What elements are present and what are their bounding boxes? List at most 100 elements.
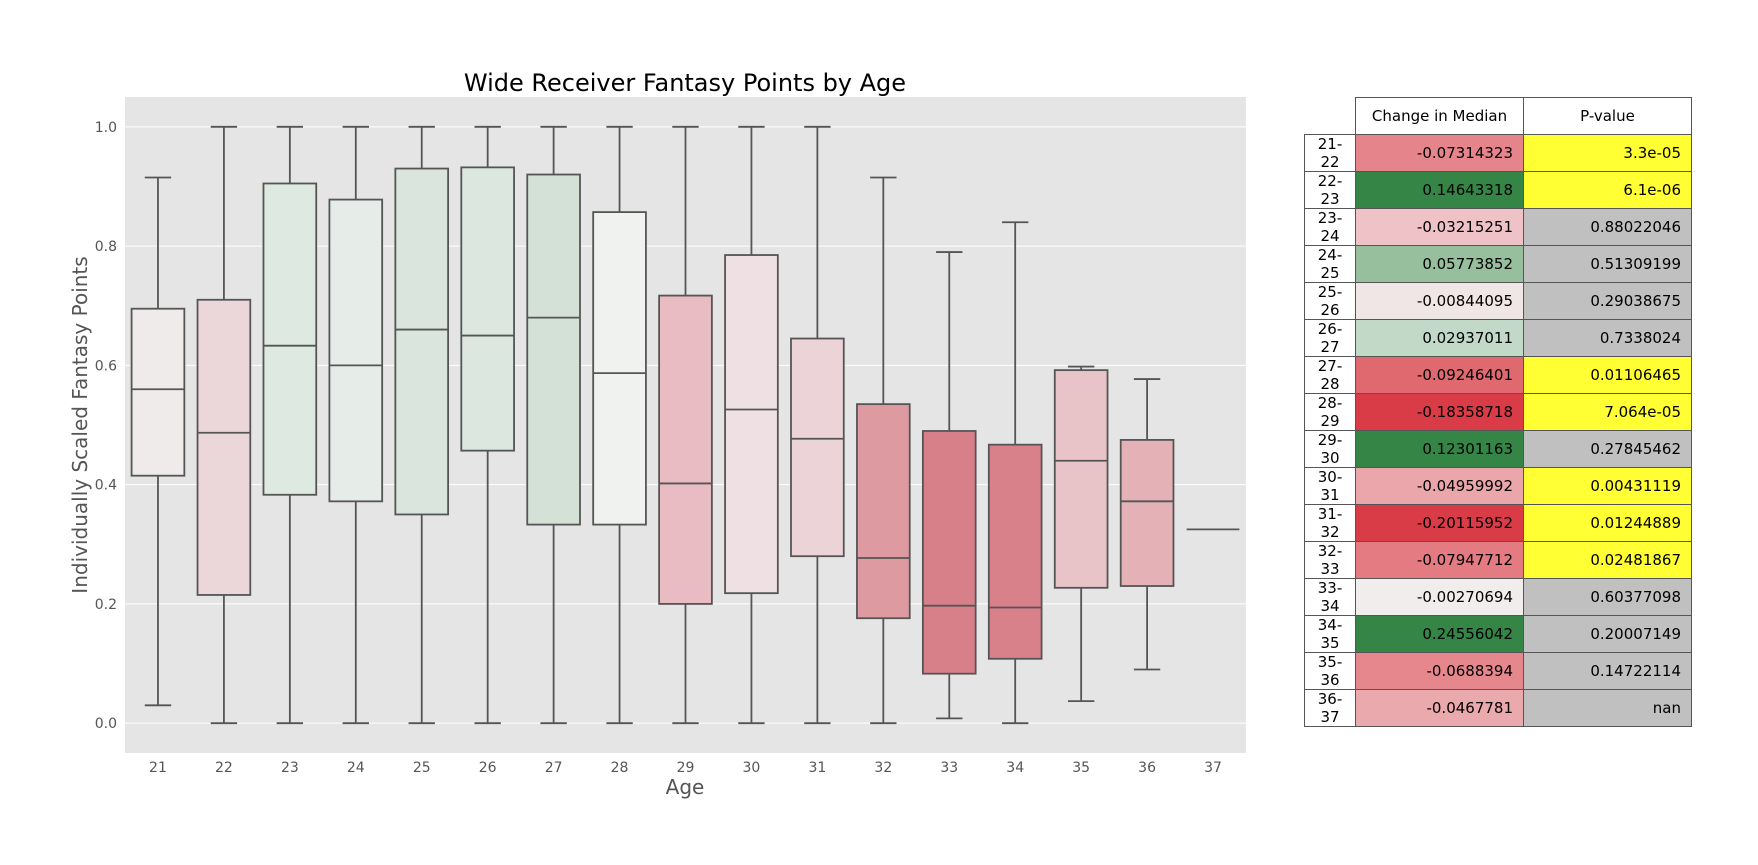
table-row: 23-24 -0.03215251 0.88022046 [1304, 208, 1692, 246]
box-26 [460, 125, 515, 725]
x-tick-label: 35 [1072, 760, 1090, 776]
p-value-cell: 0.02481867 [1523, 541, 1692, 579]
row-label: 26-27 [1304, 319, 1356, 357]
x-tick-label: 23 [281, 760, 299, 776]
p-value-cell: 0.20007149 [1523, 615, 1692, 653]
median-change-table: Change in Median P-value 21-22 -0.0731432… [1304, 97, 1692, 727]
y-axis-label: Individually Scaled Fantasy Points [68, 256, 92, 593]
change-in-median-cell: -0.09246401 [1355, 356, 1524, 394]
box-25 [394, 125, 450, 725]
row-label: 36-37 [1304, 689, 1356, 727]
iqr-box [460, 166, 515, 452]
box-24 [328, 125, 384, 725]
y-tick-label: 0.8 [95, 239, 117, 255]
iqr-box [790, 337, 845, 558]
p-value-cell: 0.14722114 [1523, 652, 1692, 690]
x-tick-label: 37 [1204, 760, 1222, 776]
y-tick-label: 0.4 [95, 478, 117, 494]
p-value-cell: nan [1523, 689, 1692, 727]
table-row: 30-31 -0.04959992 0.00431119 [1304, 467, 1692, 505]
table-row: 29-30 0.12301163 0.27845462 [1304, 430, 1692, 468]
iqr-box [196, 298, 252, 596]
row-label: 33-34 [1304, 578, 1356, 616]
row-label: 22-23 [1304, 171, 1356, 209]
box-34 [987, 221, 1043, 725]
table-row: 34-35 0.24556042 0.20007149 [1304, 615, 1692, 653]
y-tick-label: 0.0 [95, 716, 117, 732]
x-tick-label: 29 [677, 760, 695, 776]
p-value-cell: 0.88022046 [1523, 208, 1692, 246]
y-tick-label: 0.6 [95, 358, 117, 374]
x-tick-label: 27 [545, 760, 563, 776]
box-29 [658, 125, 713, 725]
x-tick-label: 26 [479, 760, 497, 776]
change-in-median-cell: -0.00844095 [1355, 282, 1524, 320]
row-label: 30-31 [1304, 467, 1356, 505]
box-22 [196, 125, 252, 725]
change-in-median-cell: 0.24556042 [1355, 615, 1524, 653]
row-label: 24-25 [1304, 245, 1356, 283]
box-33 [921, 251, 977, 720]
table-row: 24-25 0.05773852 0.51309199 [1304, 245, 1692, 283]
column-header-pvalue: P-value [1523, 97, 1692, 135]
box-21 [130, 176, 186, 707]
chart-title: Wide Receiver Fantasy Points by Age [464, 69, 906, 97]
x-tick-label: 24 [347, 760, 365, 776]
iqr-box [394, 167, 450, 516]
x-axis-label: Age [666, 775, 705, 799]
row-label: 23-24 [1304, 208, 1356, 246]
iqr-box [724, 254, 779, 595]
box-23 [262, 125, 318, 725]
box-31 [790, 125, 845, 725]
table-row: 35-36 -0.0688394 0.14722114 [1304, 652, 1692, 690]
change-in-median-cell: 0.02937011 [1355, 319, 1524, 357]
p-value-cell: 0.01244889 [1523, 504, 1692, 542]
table-row: 22-23 0.14643318 6.1e-06 [1304, 171, 1692, 209]
p-value-cell: 0.7338024 [1523, 319, 1692, 357]
table-row: 32-33 -0.07947712 0.02481867 [1304, 541, 1692, 579]
row-label: 27-28 [1304, 356, 1356, 394]
x-tick-label: 31 [808, 760, 826, 776]
iqr-box [921, 430, 977, 675]
table-row: 31-32 -0.20115952 0.01244889 [1304, 504, 1692, 542]
iqr-box [658, 294, 713, 605]
row-label: 35-36 [1304, 652, 1356, 690]
table-row: 26-27 0.02937011 0.7338024 [1304, 319, 1692, 357]
iqr-box [1119, 439, 1175, 587]
table-row: 36-37 -0.0467781 nan [1304, 689, 1692, 727]
p-value-cell: 0.51309199 [1523, 245, 1692, 283]
change-in-median-cell: 0.05773852 [1355, 245, 1524, 283]
change-in-median-cell: -0.0688394 [1355, 652, 1524, 690]
row-label: 28-29 [1304, 393, 1356, 431]
box-32 [856, 176, 911, 725]
table-header-row: Change in Median P-value [1305, 97, 1692, 135]
p-value-cell: 0.00431119 [1523, 467, 1692, 505]
change-in-median-cell: -0.0467781 [1355, 689, 1524, 727]
p-value-cell: 6.1e-06 [1523, 171, 1692, 209]
box-36 [1119, 378, 1175, 671]
row-label: 25-26 [1304, 282, 1356, 320]
x-tick-label: 34 [1006, 760, 1024, 776]
table-corner-cell [1305, 98, 1356, 135]
p-value-cell: 3.3e-05 [1523, 134, 1692, 172]
iqr-box [987, 443, 1043, 660]
table-row: 33-34 -0.00270694 0.60377098 [1304, 578, 1692, 616]
change-in-median-cell: -0.20115952 [1355, 504, 1524, 542]
box-30 [724, 125, 779, 725]
change-in-median-cell: -0.00270694 [1355, 578, 1524, 616]
row-label: 32-33 [1304, 541, 1356, 579]
table-row: 21-22 -0.07314323 3.3e-05 [1304, 134, 1692, 172]
x-tick-label: 36 [1138, 760, 1156, 776]
row-label: 31-32 [1304, 504, 1356, 542]
p-value-cell: 0.60377098 [1523, 578, 1692, 616]
p-value-cell: 0.01106465 [1523, 356, 1692, 394]
x-tick-label: 22 [215, 760, 233, 776]
p-value-cell: 0.29038675 [1523, 282, 1692, 320]
table-body: 21-22 -0.07314323 3.3e-05 22-23 0.14643318 6.… [1304, 134, 1692, 727]
change-in-median-cell: 0.12301163 [1355, 430, 1524, 468]
x-tick-label: 33 [940, 760, 958, 776]
x-tick-label: 32 [874, 760, 892, 776]
box-35 [1053, 365, 1109, 703]
box-27 [526, 125, 581, 725]
iqr-box [130, 307, 186, 477]
